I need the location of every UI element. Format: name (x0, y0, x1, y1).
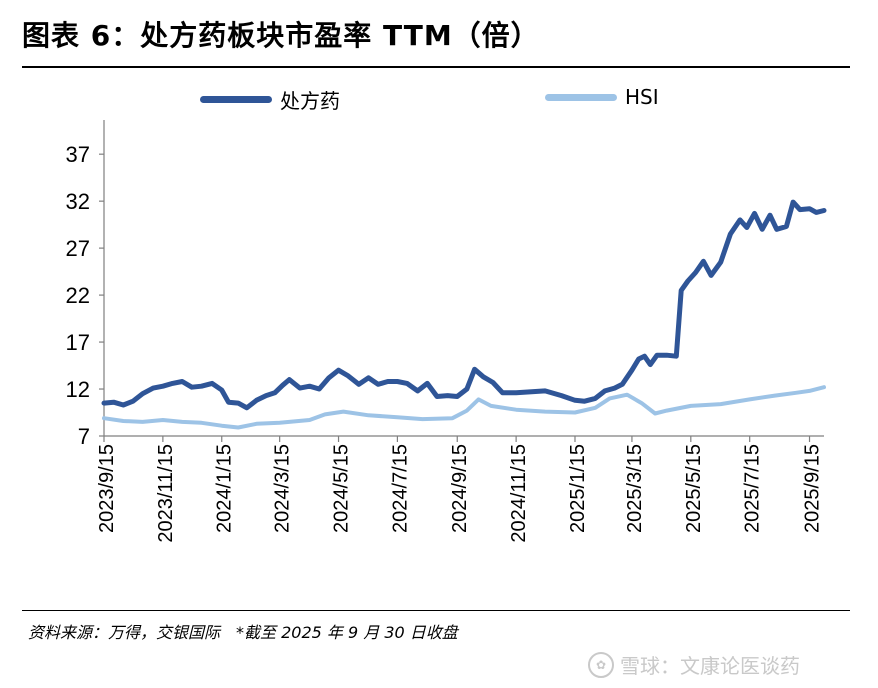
x-tick-label: 2025/3/15 (624, 444, 646, 533)
x-tick-label: 2024/1/15 (214, 444, 236, 533)
watermark: ✿ 雪球：文康论医谈药 (588, 650, 800, 679)
x-tick-label: 2024/11/15 (508, 444, 530, 543)
series-line-2 (102, 385, 826, 430)
y-tick-label: 17 (66, 330, 90, 355)
line-chart: 7 12 17 22 27 32 37 2023/9/15 2023/11/15 2024/1/1… (66, 120, 827, 543)
x-tick-label: 2024/5/15 (331, 444, 353, 533)
legend-item-series-1: 处方药 (200, 85, 340, 114)
x-tick-label: 2023/11/15 (155, 444, 177, 543)
y-tick-label: 27 (66, 236, 90, 261)
legend-swatch-series-2 (545, 93, 617, 101)
x-tick-label: 2025/1/15 (567, 444, 589, 533)
legend-swatch-series-1 (200, 96, 272, 103)
x-tick-label: 2025/5/15 (683, 444, 705, 533)
snowball-logo-icon: ✿ (588, 651, 614, 678)
x-tick-label: 2024/9/15 (449, 444, 471, 533)
watermark-text: 雪球：文康论医谈药 (620, 654, 800, 678)
legend-item-series-2: HSI (545, 85, 659, 109)
source-note: 资料来源：万得，交银国际 *截至 2025 年 9 月 30 日收盘 (28, 623, 458, 642)
y-tick-label: 12 (66, 377, 90, 402)
chart-title: 图表 6：处方药板块市盈率 TTM（倍） (22, 19, 540, 52)
x-tick-label: 2024/3/15 (272, 444, 294, 533)
source-rule (22, 610, 850, 611)
y-tick-label: 22 (66, 283, 90, 308)
title-rule (22, 66, 850, 68)
x-tick-label: 2024/7/15 (389, 444, 411, 533)
legend-label-series-2: HSI (625, 85, 659, 109)
series-line-1 (101, 199, 827, 411)
y-tick-label: 7 (78, 424, 90, 449)
x-tick-label: 2023/9/15 (96, 444, 118, 533)
legend: 处方药 HSI (0, 85, 878, 115)
y-tick-label: 32 (66, 189, 90, 214)
y-tick-label: 37 (66, 142, 90, 167)
x-tick-label: 2025/9/15 (802, 444, 824, 533)
x-tick-label: 2025/7/15 (742, 444, 764, 533)
legend-label-series-1: 处方药 (280, 89, 340, 113)
